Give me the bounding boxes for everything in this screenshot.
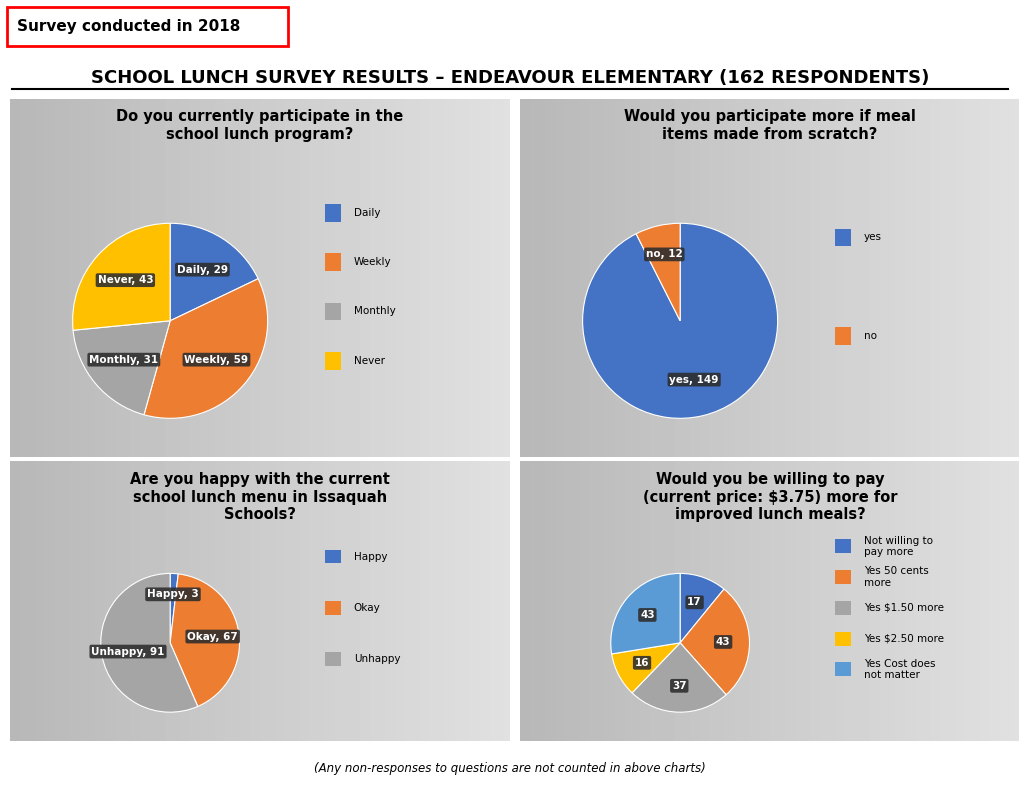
Text: Would you participate more if meal
items made from scratch?: Would you participate more if meal items… <box>624 110 915 142</box>
FancyBboxPatch shape <box>7 7 287 46</box>
Text: Do you currently participate in the
school lunch program?: Do you currently participate in the scho… <box>116 110 404 142</box>
Text: Survey conducted in 2018: Survey conducted in 2018 <box>17 19 240 34</box>
Text: SCHOOL LUNCH SURVEY RESULTS – ENDEAVOUR ELEMENTARY (162 RESPONDENTS): SCHOOL LUNCH SURVEY RESULTS – ENDEAVOUR … <box>91 69 928 87</box>
Text: (Any non-responses to questions are not counted in above charts): (Any non-responses to questions are not … <box>314 762 705 775</box>
Text: Would you be willing to pay
(current price: $3.75) more for
improved lunch meals: Would you be willing to pay (current pri… <box>642 472 897 522</box>
Text: Are you happy with the current
school lunch menu in Issaquah
Schools?: Are you happy with the current school lu… <box>130 472 389 522</box>
